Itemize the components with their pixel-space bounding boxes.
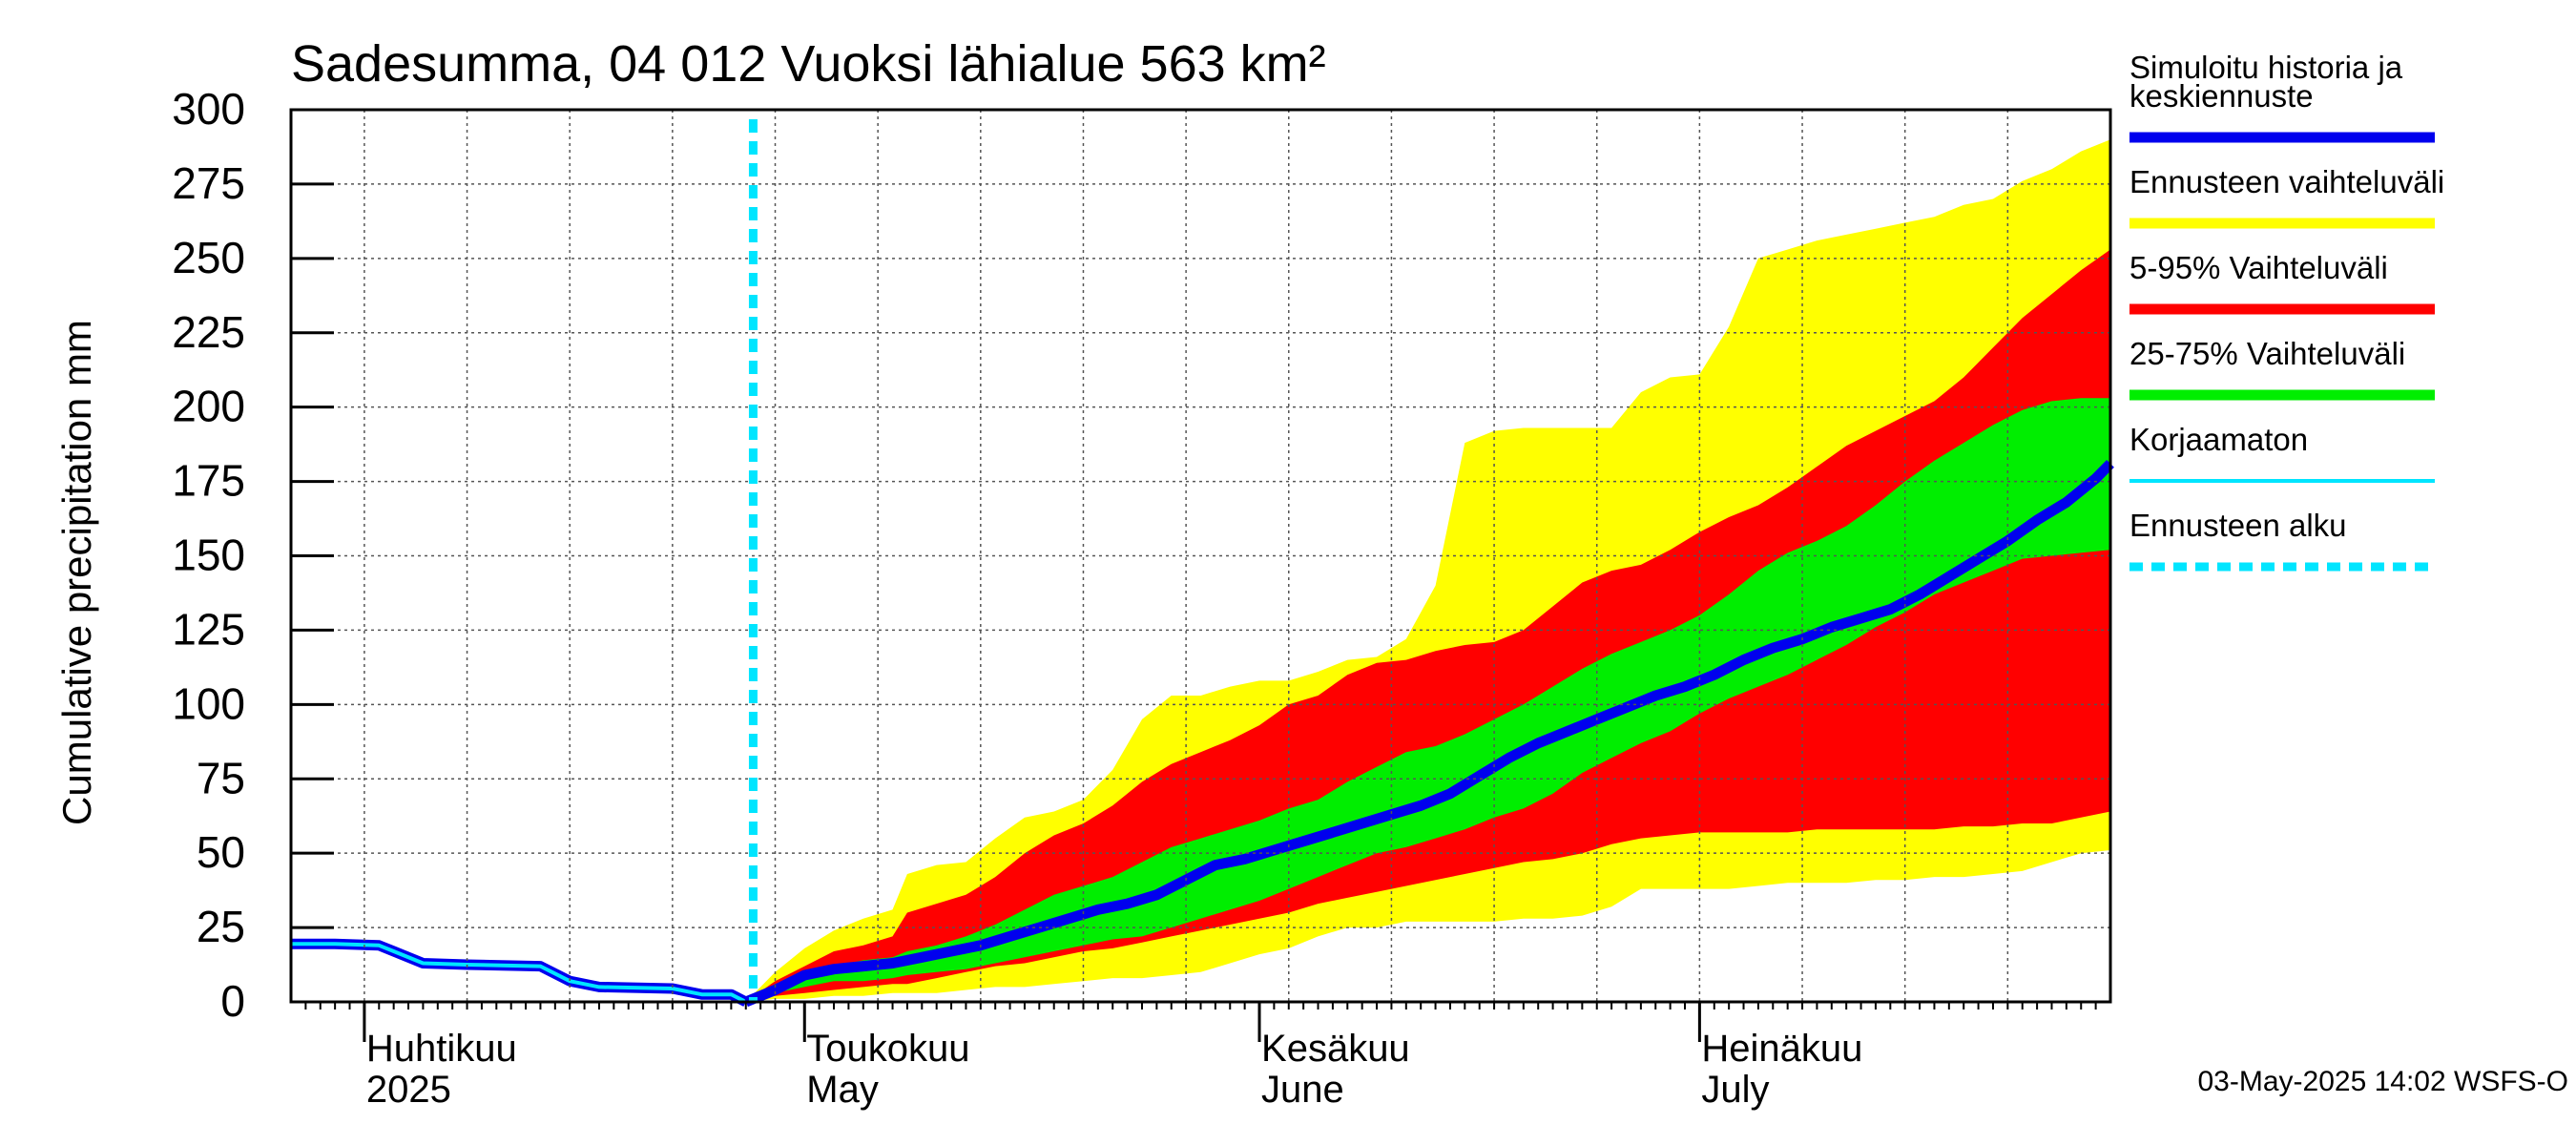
y-tick-label: 200 — [172, 382, 245, 431]
y-tick-label: 25 — [197, 902, 245, 951]
plot-area — [291, 139, 2114, 1008]
footer-timestamp: 03-May-2025 14:02 WSFS-O — [2198, 1066, 2569, 1097]
median-forecast-line — [743, 460, 2114, 1008]
y-tick-label: 100 — [172, 678, 245, 728]
month-label-top: Kesäkuu — [1261, 1028, 1410, 1070]
month-label-top: Toukokuu — [806, 1028, 969, 1070]
y-tick-label: 175 — [172, 456, 245, 506]
y-tick-label: 125 — [172, 604, 245, 654]
grid — [291, 110, 2110, 1002]
month-label-bottom: June — [1261, 1069, 1344, 1111]
korjaamaton-line — [291, 942, 747, 1004]
y-tick-label: 275 — [172, 158, 245, 208]
band-5-95-vaihteluv-li — [745, 249, 2110, 1002]
axes: 0 25 50 75 100 125 150 175 200 225 250 275 300 Huhtik… — [172, 84, 2112, 1111]
legend-label: Ennusteen vaihteluväli — [2129, 164, 2444, 199]
y-tick-label: 225 — [172, 307, 245, 357]
month-label-top: Huhtikuu — [366, 1028, 517, 1070]
legend-label: 5-95% Vaihteluväli — [2129, 250, 2388, 285]
month-label-top: Heinäkuu — [1701, 1028, 1862, 1070]
y-tick-label: 150 — [172, 531, 245, 580]
band-25-75-vaihteluv-li — [745, 398, 2110, 1002]
y-tick-label: 300 — [172, 84, 245, 134]
legend-label: keskiennuste — [2129, 78, 2314, 114]
legend-label: 25-75% Vaihteluväli — [2129, 336, 2405, 371]
y-tick-label: 75 — [197, 753, 245, 802]
legend-label: Ennusteen alku — [2129, 508, 2347, 543]
month-label-bottom: July — [1701, 1069, 1769, 1111]
y-tick-label: 0 — [220, 976, 245, 1026]
month-label-bottom: May — [806, 1069, 879, 1111]
history-line-outline — [291, 938, 749, 1007]
y-tick-label: 250 — [172, 233, 245, 282]
y-tick-label: 50 — [197, 827, 245, 877]
legend-label: Simuloitu historia ja — [2129, 50, 2403, 85]
legend-label: Korjaamaton — [2129, 422, 2308, 457]
month-label-bottom: 2025 — [366, 1069, 451, 1111]
chart-title: Sadesumma, 04 012 Vuoksi lähialue 563 km… — [291, 35, 1326, 93]
y-axis-label: Cumulative precipitation mm — [54, 320, 99, 825]
